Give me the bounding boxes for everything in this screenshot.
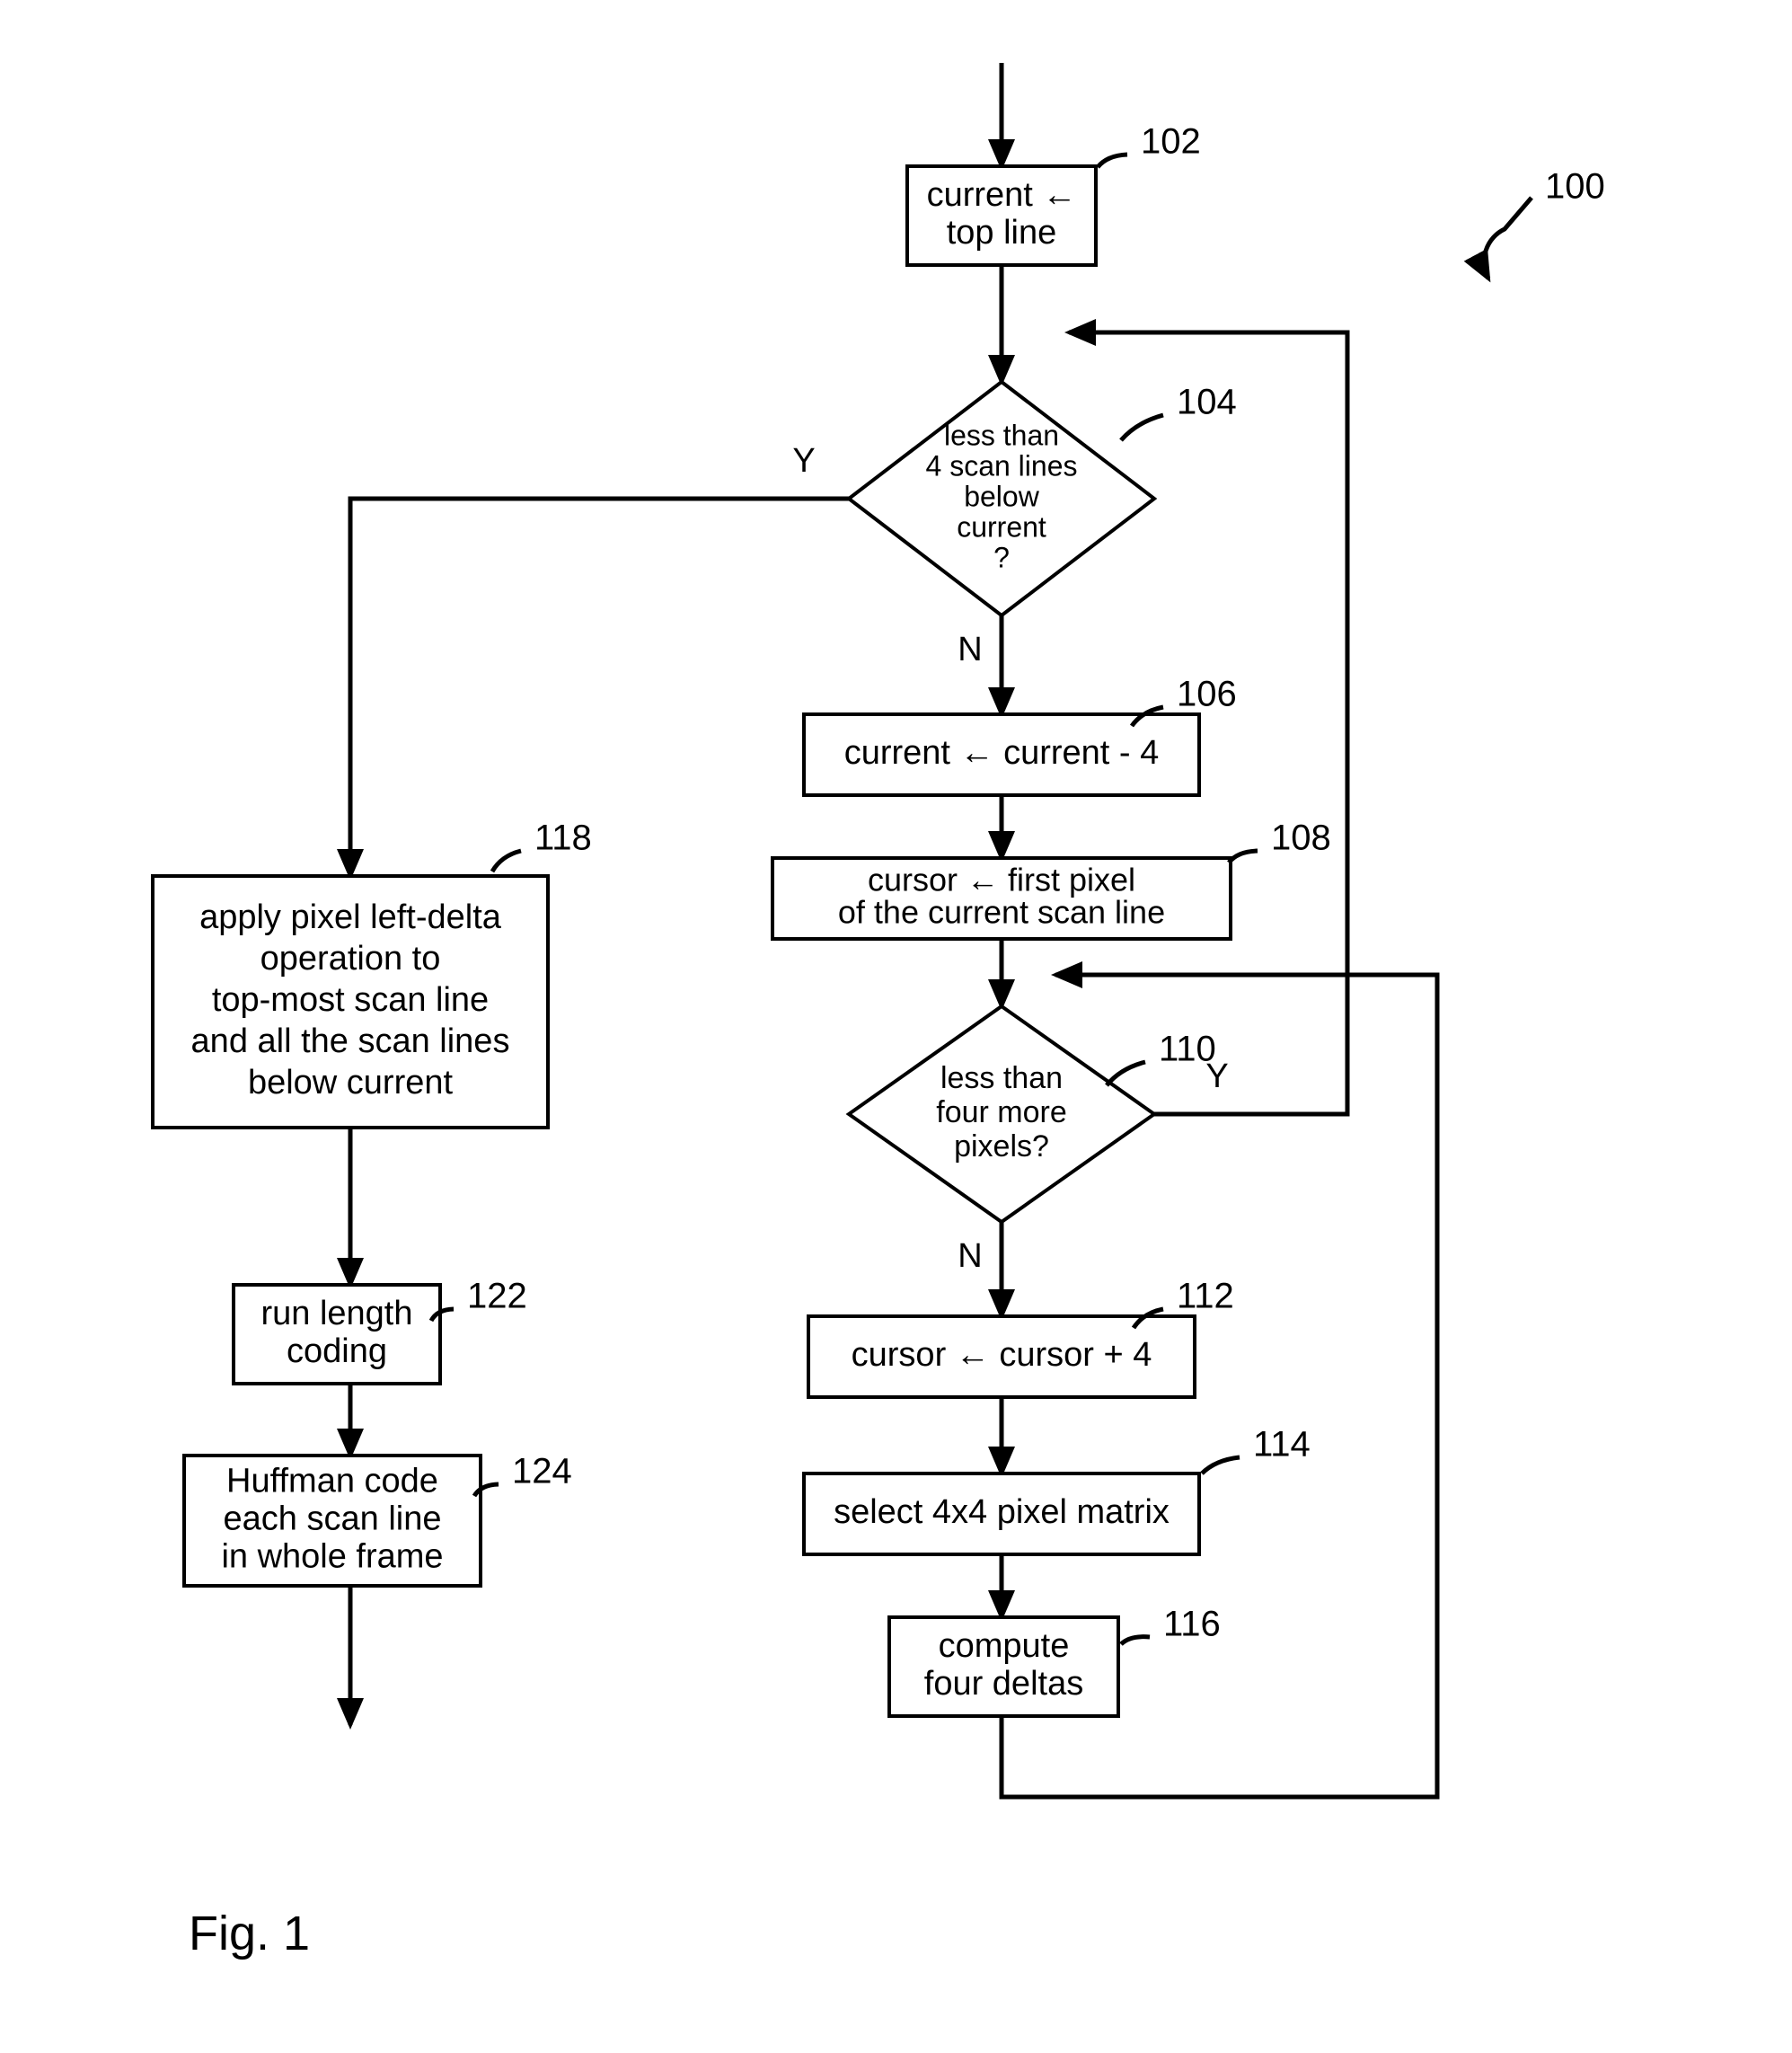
flow-decision-text: below bbox=[964, 480, 1040, 512]
flowchart-canvas: current ←top lineless than4 scan linesbe… bbox=[0, 0, 1792, 2053]
flow-box-text: compute bbox=[939, 1627, 1070, 1665]
flow-box-text: and all the scan lines bbox=[191, 1022, 510, 1060]
flow-box-text: Huffman code bbox=[226, 1463, 438, 1500]
flow-decision-text: current bbox=[957, 510, 1046, 543]
flow-box-text: each scan line bbox=[224, 1500, 442, 1538]
flow-box-text: of the current scan line bbox=[838, 894, 1165, 931]
ref-number: 108 bbox=[1271, 819, 1331, 858]
flow-box-text: top line bbox=[947, 214, 1057, 252]
ref-tick bbox=[1098, 155, 1127, 167]
edge-label: N bbox=[958, 1237, 982, 1275]
ref-tick bbox=[1121, 415, 1163, 440]
flow-box-text: top-most scan line bbox=[212, 981, 489, 1019]
ref-tick bbox=[1202, 1457, 1240, 1473]
ref-number: 106 bbox=[1177, 675, 1237, 714]
ref-number: 116 bbox=[1163, 1605, 1221, 1644]
ref-number: 118 bbox=[534, 819, 592, 858]
ref-tick bbox=[1121, 1637, 1150, 1644]
flow-box-text: current ← current - 4 bbox=[844, 734, 1160, 772]
flow-decision-text: pixels? bbox=[954, 1129, 1049, 1164]
flow-box-text: cursor ← cursor + 4 bbox=[852, 1336, 1152, 1374]
flow-decision-text: less than bbox=[940, 1061, 1063, 1095]
ref-number: 114 bbox=[1253, 1425, 1311, 1465]
ref-hook bbox=[1484, 198, 1532, 279]
ref-number: 124 bbox=[512, 1452, 572, 1491]
flow-box-text: four deltas bbox=[924, 1665, 1083, 1703]
flow-box-text: current ← bbox=[927, 176, 1077, 214]
ref-number: 102 bbox=[1141, 122, 1201, 162]
ref-tick bbox=[1229, 851, 1258, 863]
ref-tick bbox=[1107, 1062, 1145, 1085]
flow-box-text: operation to bbox=[260, 940, 441, 978]
flow-box-text: coding bbox=[287, 1332, 387, 1370]
ref-label: 100 bbox=[1545, 167, 1605, 207]
flow-box-text: apply pixel left-delta bbox=[199, 898, 502, 936]
flow-decision-text: less than bbox=[944, 419, 1059, 451]
flow-box-text: run length bbox=[260, 1295, 412, 1332]
flow-box-text: cursor ← first pixel bbox=[868, 862, 1135, 898]
edge-label: Y bbox=[792, 442, 815, 480]
ref-number: 104 bbox=[1177, 383, 1237, 422]
flow-box-text: in whole frame bbox=[221, 1538, 443, 1576]
flow-box-text: select 4x4 pixel matrix bbox=[834, 1493, 1170, 1531]
flow-decision-text: four more bbox=[936, 1095, 1067, 1129]
edge bbox=[350, 499, 849, 876]
ref-number: 122 bbox=[467, 1277, 527, 1316]
ref-number: 112 bbox=[1177, 1277, 1234, 1316]
ref-tick bbox=[492, 851, 521, 872]
flow-decision-text: ? bbox=[993, 541, 1010, 573]
ref-number: 110 bbox=[1159, 1030, 1216, 1069]
flow-box-text: below current bbox=[248, 1064, 454, 1102]
edge-label: N bbox=[958, 631, 982, 668]
figure-label: Fig. 1 bbox=[189, 1907, 310, 1960]
flow-decision-text: 4 scan lines bbox=[926, 449, 1078, 482]
